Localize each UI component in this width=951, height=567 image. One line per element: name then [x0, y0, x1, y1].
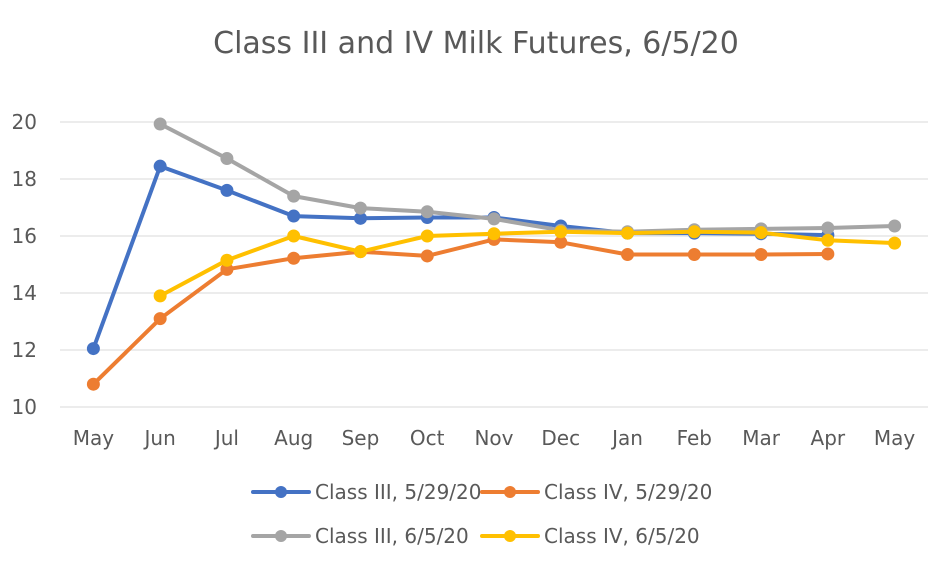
data-point [821, 233, 835, 247]
chart-title: Class III and IV Milk Futures, 6/5/20 [213, 26, 739, 61]
y-tick-label: 10 [12, 395, 37, 419]
series-4 [153, 225, 902, 303]
data-point [888, 219, 902, 233]
legend-item: Class IV, 5/29/20 [480, 480, 712, 504]
data-point [487, 227, 501, 241]
legend-item: Class IV, 6/5/20 [480, 524, 700, 548]
data-point [821, 247, 835, 261]
data-point [287, 189, 301, 203]
series-1 [86, 159, 835, 356]
data-point [220, 183, 234, 197]
x-tick-label: May [874, 426, 916, 450]
data-point [420, 229, 434, 243]
legend-label: Class IV, 6/5/20 [544, 524, 700, 548]
data-point [153, 289, 167, 303]
x-tick-label: Jul [213, 426, 239, 450]
data-point [754, 226, 768, 240]
series-group [86, 117, 902, 391]
data-point [821, 221, 835, 235]
legend: Class III, 5/29/20 Class IV, 5/29/20 Class… [251, 480, 712, 548]
data-point [621, 226, 635, 240]
data-point [420, 249, 434, 263]
series-2 [86, 232, 835, 391]
legend-item: Class III, 6/5/20 [251, 524, 469, 548]
data-point [353, 245, 367, 259]
legend-marker [504, 530, 516, 542]
legend-marker [275, 486, 287, 498]
data-point [687, 248, 701, 262]
data-point [687, 225, 701, 239]
y-axis: 10 12 14 16 18 20 [12, 110, 37, 419]
data-point [287, 251, 301, 265]
x-tick-label: Aug [274, 426, 313, 450]
x-tick-label: Apr [811, 426, 846, 450]
legend-item: Class III, 5/29/20 [251, 480, 481, 504]
data-point [353, 201, 367, 215]
data-point [86, 342, 100, 356]
x-axis: May Jun Jul Aug Sep Oct Nov Dec Jan Feb Mar Apr May [73, 426, 916, 450]
data-point [287, 209, 301, 223]
legend-label: Class III, 6/5/20 [315, 524, 469, 548]
y-tick-label: 16 [12, 224, 37, 248]
x-tick-label: Oct [410, 426, 445, 450]
legend-marker [504, 486, 516, 498]
y-tick-label: 14 [12, 281, 37, 305]
series-line [158, 122, 897, 234]
y-tick-label: 18 [12, 167, 37, 191]
x-tick-label: Jun [143, 426, 176, 450]
data-point [220, 253, 234, 267]
x-tick-label: May [73, 426, 115, 450]
data-point [888, 236, 902, 250]
legend-label: Class III, 5/29/20 [315, 480, 481, 504]
data-point [554, 225, 568, 239]
x-tick-label: Mar [742, 426, 781, 450]
data-point [153, 159, 167, 173]
legend-marker [275, 530, 287, 542]
y-tick-label: 20 [12, 110, 37, 134]
data-point [754, 248, 768, 262]
legend-label: Class IV, 5/29/20 [544, 480, 712, 504]
series-line [158, 229, 897, 298]
y-tick-label: 12 [12, 338, 37, 362]
data-point [153, 312, 167, 326]
x-tick-label: Nov [474, 426, 513, 450]
data-point [621, 248, 635, 262]
data-point [420, 205, 434, 219]
x-tick-label: Jan [610, 426, 643, 450]
x-tick-label: Feb [677, 426, 712, 450]
series-line [91, 237, 830, 387]
x-tick-label: Dec [541, 426, 580, 450]
x-tick-label: Sep [342, 426, 380, 450]
data-point [220, 151, 234, 165]
data-point [86, 377, 100, 391]
data-point [287, 229, 301, 243]
data-point [487, 212, 501, 226]
data-point [153, 117, 167, 131]
series-line [91, 164, 830, 351]
gridlines [60, 121, 928, 408]
